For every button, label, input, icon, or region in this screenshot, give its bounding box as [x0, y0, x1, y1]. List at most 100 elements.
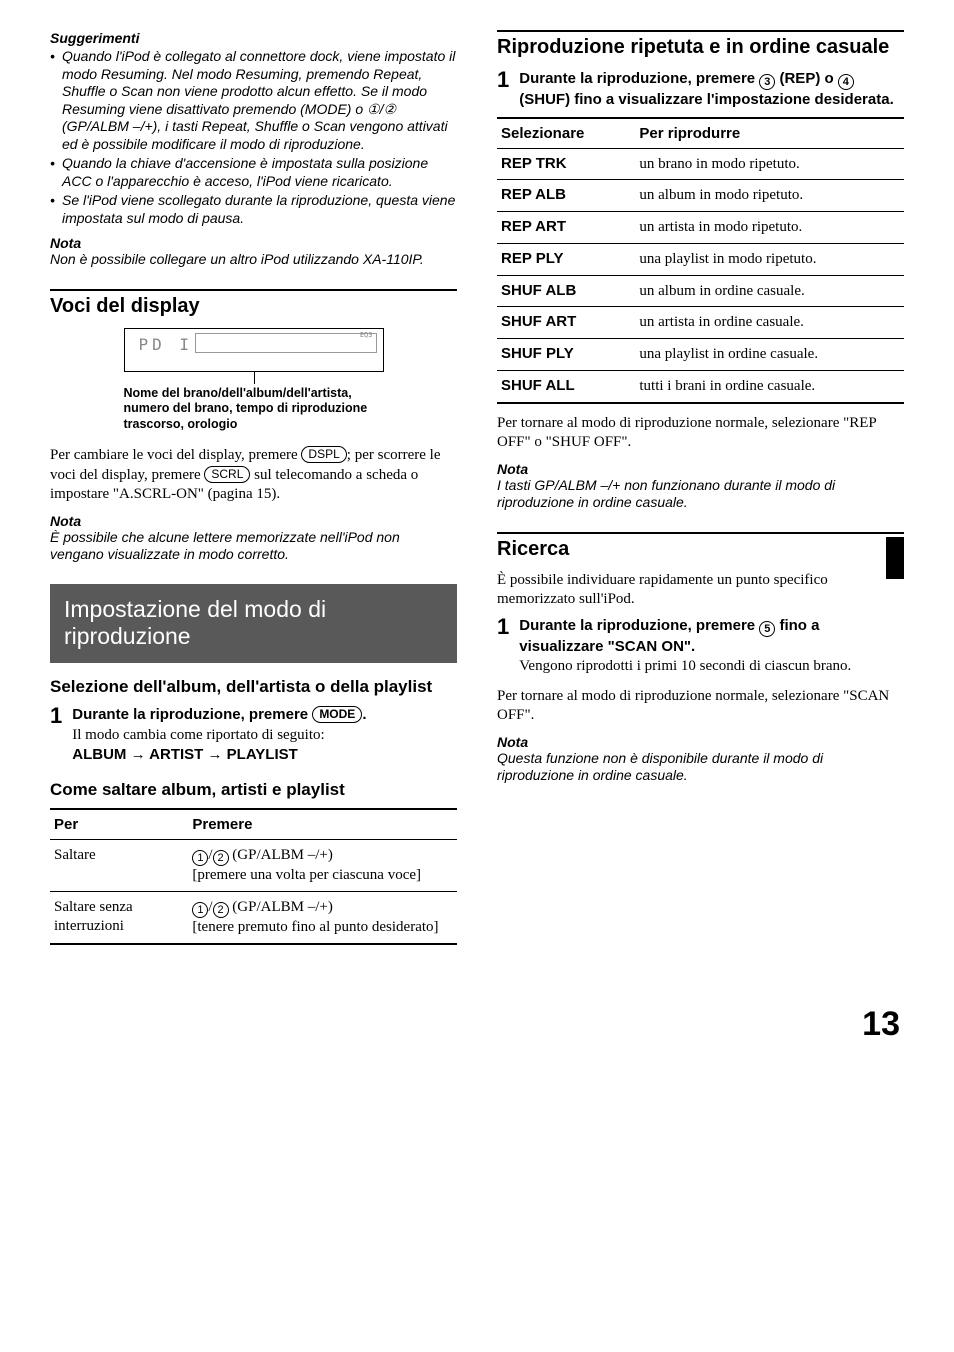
- skip-table: Per Premere Saltare 1/2 (GP/ALBM –/+) [p…: [50, 808, 457, 945]
- nota-body: I tasti GP/ALBM –/+ non funzionano duran…: [497, 477, 904, 512]
- cell-val: 1/2 (GP/ALBM –/+) [tenere premuto fino a…: [188, 892, 457, 944]
- step-1: 1 Durante la riproduzione, premere 3 (RE…: [497, 69, 904, 111]
- nota-heading: Nota: [50, 513, 457, 529]
- section-banner: Impostazione del modo di riproduzione: [50, 584, 457, 663]
- display-paragraph: Per cambiare le voci del display, premer…: [50, 446, 457, 505]
- display-illustration: PD I EQ3: [124, 328, 384, 372]
- skip-heading: Come saltare album, artisti e playlist: [50, 780, 457, 800]
- key-5: 5: [759, 621, 775, 637]
- key-dspl: DSPL: [301, 446, 346, 463]
- cell-key: SHUF ART: [497, 307, 635, 339]
- section-rule: [497, 532, 904, 534]
- text: (SHUF) fino a visualizzare l'impostazion…: [519, 91, 894, 108]
- display-text: PD I: [139, 335, 194, 354]
- cell-key: SHUF ALL: [497, 370, 635, 402]
- table-header-row: Per Premere: [50, 809, 457, 840]
- cell-key: Saltare senza interruzioni: [50, 892, 188, 944]
- key-1: 1: [192, 850, 208, 866]
- cell-val: un brano in modo ripetuto.: [635, 148, 904, 180]
- key-4: 4: [838, 74, 854, 90]
- col-selezionare: Selezionare: [497, 118, 635, 149]
- cell-val: tutti i brani in ordine casuale.: [635, 370, 904, 402]
- table-row: REP ARTun artista in modo ripetuto.: [497, 212, 904, 244]
- cell-key: REP ART: [497, 212, 635, 244]
- section-rule: [50, 289, 457, 291]
- sugg-item: Quando la chiave d'accensione è impostat…: [50, 155, 457, 190]
- voci-display-heading: Voci del display: [50, 295, 457, 318]
- cell-key: REP TRK: [497, 148, 635, 180]
- step-body: Durante la riproduzione, premere 5 fino …: [519, 616, 904, 677]
- sugg-item: Quando l'iPod è collegato al connettore …: [50, 48, 457, 153]
- step-1: 1 Durante la riproduzione, premere 5 fin…: [497, 616, 904, 677]
- section-rule: [497, 30, 904, 32]
- nota-heading: Nota: [50, 235, 457, 251]
- step-number: 1: [497, 69, 509, 111]
- display-eq: EQ3: [360, 331, 373, 339]
- table-row: Saltare senza interruzioni 1/2 (GP/ALBM …: [50, 892, 457, 944]
- table-row: SHUF ARTun artista in ordine casuale.: [497, 307, 904, 339]
- key-3: 3: [759, 74, 775, 90]
- cell-key: Saltare: [50, 840, 188, 892]
- table-row: SHUF ALBun album in ordine casuale.: [497, 275, 904, 307]
- repeat-heading: Riproduzione ripetuta e in ordine casual…: [497, 36, 904, 59]
- text: Durante la riproduzione, premere: [519, 617, 759, 634]
- key-2: 2: [213, 902, 229, 918]
- text: (REP) o: [775, 70, 838, 87]
- text: Durante la riproduzione, premere: [72, 706, 312, 723]
- table-header-row: Selezionare Per riprodurre: [497, 118, 904, 149]
- suggerimenti-heading: Suggerimenti: [50, 30, 457, 46]
- step-number: 1: [50, 705, 62, 766]
- nota-body: È possibile che alcune lettere memorizza…: [50, 529, 457, 564]
- left-column: Suggerimenti Quando l'iPod è collegato a…: [50, 30, 457, 945]
- callout-line: [254, 372, 255, 384]
- table-row: REP ALBun album in modo ripetuto.: [497, 180, 904, 212]
- text: Per cambiare le voci del display, premer…: [50, 447, 301, 463]
- cell-val: una playlist in modo ripetuto.: [635, 243, 904, 275]
- suggerimenti-list: Quando l'iPod è collegato al connettore …: [50, 48, 457, 227]
- display-inner-bar: [195, 333, 377, 353]
- text: Durante la riproduzione, premere: [519, 70, 759, 87]
- table-row: Saltare 1/2 (GP/ALBM –/+) [premere una v…: [50, 840, 457, 892]
- display-caption: Nome del brano/dell'album/dell'artista, …: [124, 386, 384, 433]
- table-row: REP PLYuna playlist in modo ripetuto.: [497, 243, 904, 275]
- ricerca-heading: Ricerca: [497, 538, 904, 561]
- text: .: [362, 706, 366, 723]
- cell-val: un artista in modo ripetuto.: [635, 212, 904, 244]
- step-lead: Durante la riproduzione, premere 5 fino …: [519, 617, 819, 655]
- step-lead: Durante la riproduzione, premere 3 (REP)…: [519, 70, 894, 108]
- nota-body: Questa funzione non è disponibile durant…: [497, 750, 904, 785]
- cell-val-detail: [tenere premuto fino al punto desiderato…: [192, 919, 438, 935]
- key-mode: MODE: [312, 706, 362, 723]
- page-number: 13: [50, 1005, 904, 1044]
- col-riprodurre: Per riprodurre: [635, 118, 904, 149]
- selezione-heading: Selezione dell'album, dell'artista o del…: [50, 677, 457, 697]
- key-2: 2: [213, 850, 229, 866]
- nota-heading: Nota: [497, 461, 904, 477]
- step-lead: Durante la riproduzione, premere MODE.: [72, 706, 366, 723]
- step-detail: Il modo cambia come riportato di seguito…: [72, 727, 324, 743]
- table-row: SHUF PLYuna playlist in ordine casuale.: [497, 339, 904, 371]
- mode-chain: ALBUM → ARTIST → PLAYLIST: [72, 746, 298, 763]
- nota-heading: Nota: [497, 734, 904, 750]
- cell-val: 1/2 (GP/ALBM –/+) [premere una volta per…: [188, 840, 457, 892]
- nota-body: Non è possibile collegare un altro iPod …: [50, 251, 457, 269]
- repeat-table: Selezionare Per riprodurre REP TRKun bra…: [497, 117, 904, 404]
- right-column: Riproduzione ripetuta e in ordine casual…: [497, 30, 904, 945]
- table-row: SHUF ALLtutti i brani in ordine casuale.: [497, 370, 904, 402]
- sugg-item: Se l'iPod viene scollegato durante la ri…: [50, 192, 457, 227]
- cell-key: REP ALB: [497, 180, 635, 212]
- step-body: Durante la riproduzione, premere MODE. I…: [72, 705, 457, 766]
- cell-key: SHUF ALB: [497, 275, 635, 307]
- table-row: REP TRKun brano in modo ripetuto.: [497, 148, 904, 180]
- key-1: 1: [192, 902, 208, 918]
- ricerca-intro: È possibile individuare rapidamente un p…: [497, 571, 904, 610]
- col-premere: Premere: [188, 809, 457, 840]
- ricerca-after: Per tornare al modo di riproduzione norm…: [497, 687, 904, 726]
- step-1: 1 Durante la riproduzione, premere MODE.…: [50, 705, 457, 766]
- col-per: Per: [50, 809, 188, 840]
- step-number: 1: [497, 616, 509, 677]
- side-tab-marker: [886, 537, 904, 579]
- repeat-after: Per tornare al modo di riproduzione norm…: [497, 414, 904, 453]
- cell-val: un album in ordine casuale.: [635, 275, 904, 307]
- step-detail: Vengono riprodotti i primi 10 secondi di…: [519, 658, 851, 674]
